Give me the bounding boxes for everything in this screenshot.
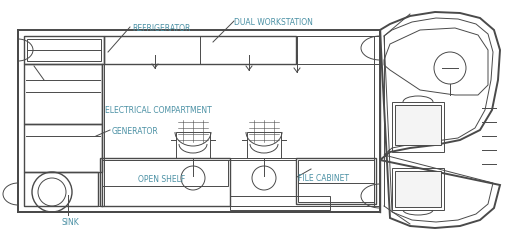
Bar: [392, 102, 444, 152]
Bar: [24, 172, 98, 206]
Bar: [100, 158, 230, 206]
Text: DUAL WORKSTATION: DUAL WORKSTATION: [234, 18, 313, 27]
Bar: [296, 158, 376, 204]
Bar: [24, 64, 102, 124]
Bar: [24, 36, 380, 64]
Bar: [24, 124, 102, 172]
Bar: [27, 39, 101, 61]
Bar: [104, 36, 296, 64]
Bar: [18, 30, 380, 212]
Bar: [102, 160, 228, 186]
Bar: [247, 132, 281, 158]
Bar: [24, 36, 104, 64]
Bar: [24, 36, 374, 206]
Bar: [230, 196, 330, 210]
Text: ELECTRICAL COMPARTMENT: ELECTRICAL COMPARTMENT: [105, 106, 212, 115]
Bar: [392, 168, 444, 210]
Text: OPEN SHELF: OPEN SHELF: [138, 175, 185, 184]
Bar: [176, 132, 210, 158]
Text: REFRIGERATOR: REFRIGERATOR: [132, 24, 190, 33]
Bar: [395, 105, 441, 145]
Text: FILE CABINET: FILE CABINET: [298, 174, 349, 183]
Text: GENERATOR: GENERATOR: [112, 127, 159, 136]
Bar: [298, 160, 374, 202]
Text: SINK: SINK: [62, 218, 80, 227]
Bar: [395, 171, 441, 207]
